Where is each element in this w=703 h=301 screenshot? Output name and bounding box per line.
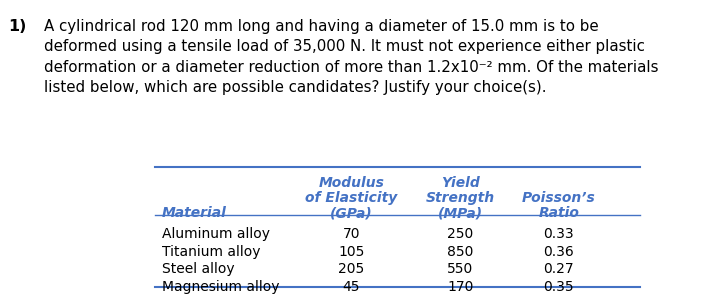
Text: (GPa): (GPa) bbox=[330, 206, 373, 220]
Text: 70: 70 bbox=[343, 227, 360, 241]
Text: Yield: Yield bbox=[441, 176, 480, 190]
Text: (MPa): (MPa) bbox=[438, 206, 483, 220]
Text: Modulus: Modulus bbox=[318, 176, 385, 190]
Text: 170: 170 bbox=[447, 280, 474, 294]
Text: 0.33: 0.33 bbox=[543, 227, 574, 241]
Text: Strength: Strength bbox=[426, 191, 495, 205]
Text: 250: 250 bbox=[447, 227, 474, 241]
Text: Material: Material bbox=[162, 206, 226, 220]
Text: A cylindrical rod 120 mm long and having a diameter of 15.0 mm is to be: A cylindrical rod 120 mm long and having… bbox=[44, 19, 598, 34]
Text: Magnesium alloy: Magnesium alloy bbox=[162, 280, 279, 294]
Text: 550: 550 bbox=[447, 262, 474, 276]
Text: 0.36: 0.36 bbox=[543, 245, 574, 259]
Text: Steel alloy: Steel alloy bbox=[162, 262, 234, 276]
Text: deformed using a tensile load of 35,000 N. It must not experience either plastic: deformed using a tensile load of 35,000 … bbox=[44, 39, 645, 54]
Text: 850: 850 bbox=[447, 245, 474, 259]
Text: 0.27: 0.27 bbox=[543, 262, 574, 276]
Text: deformation or a diameter reduction of more than 1.2x10⁻² mm. Of the materials: deformation or a diameter reduction of m… bbox=[44, 60, 658, 75]
Text: Ratio: Ratio bbox=[538, 206, 579, 220]
Text: of Elasticity: of Elasticity bbox=[305, 191, 398, 205]
Text: 205: 205 bbox=[338, 262, 365, 276]
Text: 0.35: 0.35 bbox=[543, 280, 574, 294]
Text: 105: 105 bbox=[338, 245, 365, 259]
Text: 1): 1) bbox=[8, 19, 27, 34]
Text: 45: 45 bbox=[343, 280, 360, 294]
Text: listed below, which are possible candidates? Justify your choice(s).: listed below, which are possible candida… bbox=[44, 80, 546, 95]
Text: Poisson’s: Poisson’s bbox=[522, 191, 595, 205]
Text: Titanium alloy: Titanium alloy bbox=[162, 245, 260, 259]
Text: Aluminum alloy: Aluminum alloy bbox=[162, 227, 270, 241]
